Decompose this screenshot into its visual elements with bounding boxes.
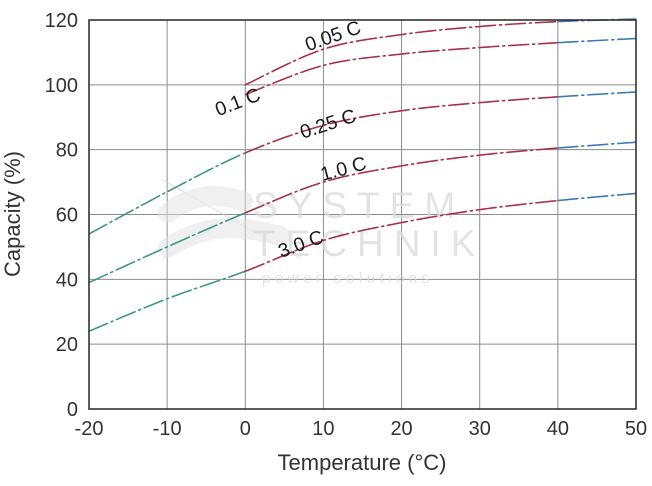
svg-text:20: 20 bbox=[56, 334, 78, 356]
svg-text:30: 30 bbox=[469, 418, 491, 440]
svg-text:SYSTEM: SYSTEM bbox=[253, 185, 465, 226]
svg-text:Capacity (%): Capacity (%) bbox=[0, 151, 25, 277]
svg-text:50: 50 bbox=[625, 418, 647, 440]
svg-text:0: 0 bbox=[240, 418, 251, 440]
svg-text:-10: -10 bbox=[153, 418, 182, 440]
svg-text:100: 100 bbox=[45, 75, 78, 97]
svg-text:60: 60 bbox=[56, 205, 78, 227]
svg-text:power solutions: power solutions bbox=[262, 270, 434, 287]
svg-text:20: 20 bbox=[390, 418, 412, 440]
svg-text:10: 10 bbox=[312, 418, 334, 440]
svg-text:Temperature (°C): Temperature (°C) bbox=[278, 450, 447, 475]
svg-text:-20: -20 bbox=[75, 418, 104, 440]
svg-text:40: 40 bbox=[547, 418, 569, 440]
svg-text:40: 40 bbox=[56, 269, 78, 291]
svg-text:120: 120 bbox=[45, 10, 78, 32]
svg-text:80: 80 bbox=[56, 140, 78, 162]
